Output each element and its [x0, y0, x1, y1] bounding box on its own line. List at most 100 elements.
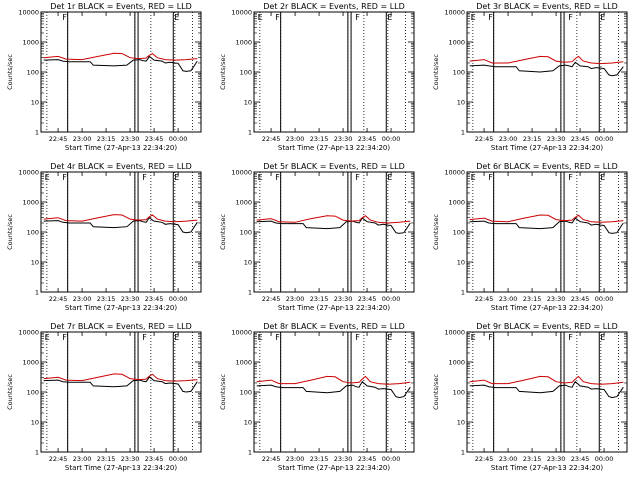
chart-panel-9: Det 9r BLACK = Events, RED = LLD Counts/s… [432, 322, 628, 472]
event-marker-label: E [258, 13, 263, 22]
event-marker-label: E [387, 173, 392, 182]
y-axis-label: Counts/sec [219, 214, 227, 250]
y-tick-label: 10000 [444, 329, 465, 337]
x-tick-label: 23:15 [310, 455, 329, 463]
x-tick-label: 23:15 [310, 135, 329, 143]
plot-frame [40, 171, 202, 293]
x-tick-label: 23:15 [523, 295, 542, 303]
x-axis-label: Start Time (27-Apr-13 22:34:20) [491, 464, 603, 472]
y-tick-label: 10000 [18, 329, 39, 337]
y-tick-label: 10000 [18, 9, 39, 17]
x-axis-label: Start Time (27-Apr-13 22:34:20) [491, 144, 603, 152]
series-line-events [256, 380, 411, 399]
x-tick-label: 23:45 [571, 455, 590, 463]
event-marker-label: F [488, 333, 493, 342]
y-tick-label: 1 [461, 129, 465, 137]
x-axis-label: Start Time (27-Apr-13 22:34:20) [65, 464, 177, 472]
chart-panel-7: Det 7r BLACK = Events, RED = LLD Counts/s… [6, 322, 202, 472]
y-tick-label: 10000 [231, 169, 252, 177]
x-tick-label: 23:30 [121, 135, 140, 143]
y-tick-label: 1000 [22, 359, 39, 367]
y-tick-label: 100 [453, 389, 465, 397]
y-tick-label: 10 [457, 259, 465, 267]
series-line-events [43, 55, 198, 72]
x-tick-label: 23:00 [286, 455, 305, 463]
series-line-events [43, 376, 198, 393]
event-marker-label: E [471, 173, 476, 182]
event-marker-label: F [62, 13, 67, 22]
plot-frame [466, 331, 628, 453]
y-axis-label: Counts/sec [219, 54, 227, 90]
x-axis-label: Start Time (27-Apr-13 22:34:20) [278, 144, 390, 152]
event-marker-label: F [62, 173, 67, 182]
chart-panel-5: Det 5r BLACK = Events, RED = LLD Counts/s… [219, 162, 415, 312]
series-line-lld [469, 214, 624, 223]
x-tick-label: 23:45 [358, 455, 377, 463]
y-axis-label: Counts/sec [432, 54, 440, 90]
event-marker-label: F [275, 333, 280, 342]
chart-panel-1: Det 1r BLACK = Events, RED = LLD Counts/s… [6, 2, 202, 152]
event-marker-label: E [600, 333, 605, 342]
event-marker-label: E [600, 173, 605, 182]
chart-title: Det 1r BLACK = Events, RED = LLD [50, 2, 192, 11]
y-tick-label: 1000 [235, 39, 252, 47]
chart-panel-8: Det 8r BLACK = Events, RED = LLD Counts/s… [219, 322, 415, 472]
event-marker-label: F [355, 333, 360, 342]
event-marker-label: E [471, 13, 476, 22]
x-tick-label: 23:30 [334, 455, 353, 463]
x-tick-label: 23:30 [547, 135, 566, 143]
x-tick-label: 00:00 [382, 295, 401, 303]
y-tick-label: 1 [461, 289, 465, 297]
y-tick-label: 10 [244, 419, 252, 427]
plot-frame [40, 11, 202, 133]
y-tick-label: 1 [35, 449, 39, 457]
chart-title: Det 9r BLACK = Events, RED = LLD [476, 322, 618, 331]
event-marker-label: F [275, 173, 280, 182]
event-marker-label: F [568, 13, 573, 22]
y-tick-label: 1000 [235, 359, 252, 367]
x-tick-label: 22:45 [262, 295, 281, 303]
series-line-lld [256, 215, 411, 224]
x-tick-label: 23:45 [145, 455, 164, 463]
y-tick-label: 1 [461, 449, 465, 457]
y-tick-label: 100 [240, 69, 252, 77]
x-tick-label: 23:15 [310, 295, 329, 303]
y-axis-label: Counts/sec [6, 214, 14, 250]
event-marker-label: F [355, 173, 360, 182]
x-tick-label: 00:00 [382, 135, 401, 143]
y-tick-label: 100 [27, 389, 39, 397]
x-tick-label: 23:30 [121, 455, 140, 463]
y-tick-label: 10 [244, 99, 252, 107]
chart-title: Det 5r BLACK = Events, RED = LLD [263, 162, 405, 171]
y-tick-label: 10 [31, 99, 39, 107]
chart-title: Det 8r BLACK = Events, RED = LLD [263, 322, 405, 331]
x-tick-label: 22:45 [475, 455, 494, 463]
y-tick-label: 1000 [22, 39, 39, 47]
y-tick-label: 1000 [448, 359, 465, 367]
series-line-lld [43, 214, 198, 223]
y-tick-label: 10 [31, 259, 39, 267]
y-tick-label: 10000 [231, 9, 252, 17]
series-line-events [43, 216, 198, 234]
x-tick-label: 23:15 [97, 295, 116, 303]
event-marker-label: E [174, 173, 179, 182]
y-tick-label: 100 [453, 229, 465, 237]
x-tick-label: 00:00 [595, 295, 614, 303]
event-marker-label: E [174, 13, 179, 22]
x-tick-label: 22:45 [49, 455, 68, 463]
y-tick-label: 1000 [235, 199, 252, 207]
y-tick-label: 1000 [448, 199, 465, 207]
series-line-events [469, 217, 624, 234]
chart-title: Det 7r BLACK = Events, RED = LLD [50, 322, 192, 331]
series-line-lld [43, 52, 198, 61]
x-tick-label: 23:00 [499, 135, 518, 143]
x-tick-label: 23:45 [571, 135, 590, 143]
plot-frame [40, 331, 202, 453]
y-tick-label: 100 [240, 229, 252, 237]
event-marker-label: F [142, 333, 147, 342]
series-line-events [469, 61, 624, 77]
event-marker-label: F [355, 13, 360, 22]
x-tick-label: 23:30 [547, 455, 566, 463]
plot-frame [253, 171, 415, 293]
